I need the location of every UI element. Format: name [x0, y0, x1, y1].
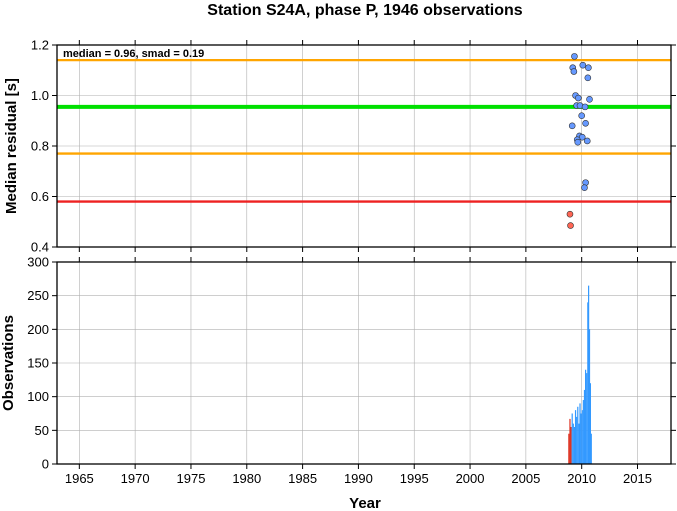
x-tick-label: 1995 [400, 471, 429, 486]
chart-title: Station S24A, phase P, 1946 observations [207, 2, 522, 19]
residual-panel: 0.4 0.6 0.8 1.0 1.2 median = 0.96, smad = 0.… [3, 38, 676, 255]
residual-point [584, 74, 592, 82]
observations-x-ticks: 1965 1970 1975 1980 1985 1990 1995 2000 2005 2010… [65, 257, 652, 486]
y-tick-label: 300 [27, 255, 49, 270]
x-tick-label: 1990 [344, 471, 373, 486]
x-tick-label: 1985 [288, 471, 317, 486]
x-tick-label: 2010 [567, 471, 596, 486]
y-tick-label: 150 [27, 356, 49, 371]
residual-point [581, 103, 589, 111]
residual-point [578, 112, 585, 119]
y-tick-label: 0.4 [31, 240, 49, 255]
observations-y-ticks: 0 50 100 150 200 250 300 [27, 255, 676, 472]
y-tick-label: 0 [42, 457, 49, 472]
residual-point [574, 138, 582, 146]
x-tick-label: 2015 [623, 471, 652, 486]
reference-lines [57, 59, 671, 203]
x-tick-label: 2005 [511, 471, 540, 486]
x-tick-label: 1970 [121, 471, 150, 486]
residual-y-ticks: 0.4 0.6 0.8 1.0 1.2 [31, 38, 676, 255]
observations-y-axis-label: Observations [0, 315, 17, 411]
residual-point [583, 137, 591, 145]
x-tick-label: 1965 [65, 471, 94, 486]
x-axis-label: Year [349, 495, 381, 511]
residual-point [579, 61, 587, 69]
y-tick-label: 0.8 [31, 139, 49, 154]
residual-point [575, 94, 582, 102]
residual-point [571, 53, 578, 60]
y-tick-label: 0.6 [31, 189, 49, 204]
residual-y-axis-label: Median residual [s] [3, 78, 20, 214]
residual-point [582, 119, 589, 127]
y-tick-label: 250 [27, 288, 49, 303]
y-tick-label: 100 [27, 389, 49, 404]
residual-point [581, 184, 588, 191]
residual-point [566, 210, 574, 218]
y-tick-label: 200 [27, 322, 49, 337]
y-tick-label: 50 [35, 423, 49, 438]
x-tick-label: 1975 [177, 471, 206, 486]
y-tick-label: 1.0 [31, 88, 49, 103]
residual-points [566, 53, 593, 229]
residual-point [585, 64, 592, 72]
observations-bars [568, 285, 592, 464]
x-tick-label: 2000 [456, 471, 485, 486]
residual-point [567, 222, 574, 229]
residual-point [570, 68, 578, 75]
residual-point [586, 95, 593, 103]
residual-point [568, 122, 576, 130]
median-annotation: median = 0.96, smad = 0.19 [63, 48, 204, 60]
residual-grid [57, 44, 671, 248]
y-tick-label: 1.2 [31, 38, 49, 53]
x-tick-label: 1980 [232, 471, 261, 486]
